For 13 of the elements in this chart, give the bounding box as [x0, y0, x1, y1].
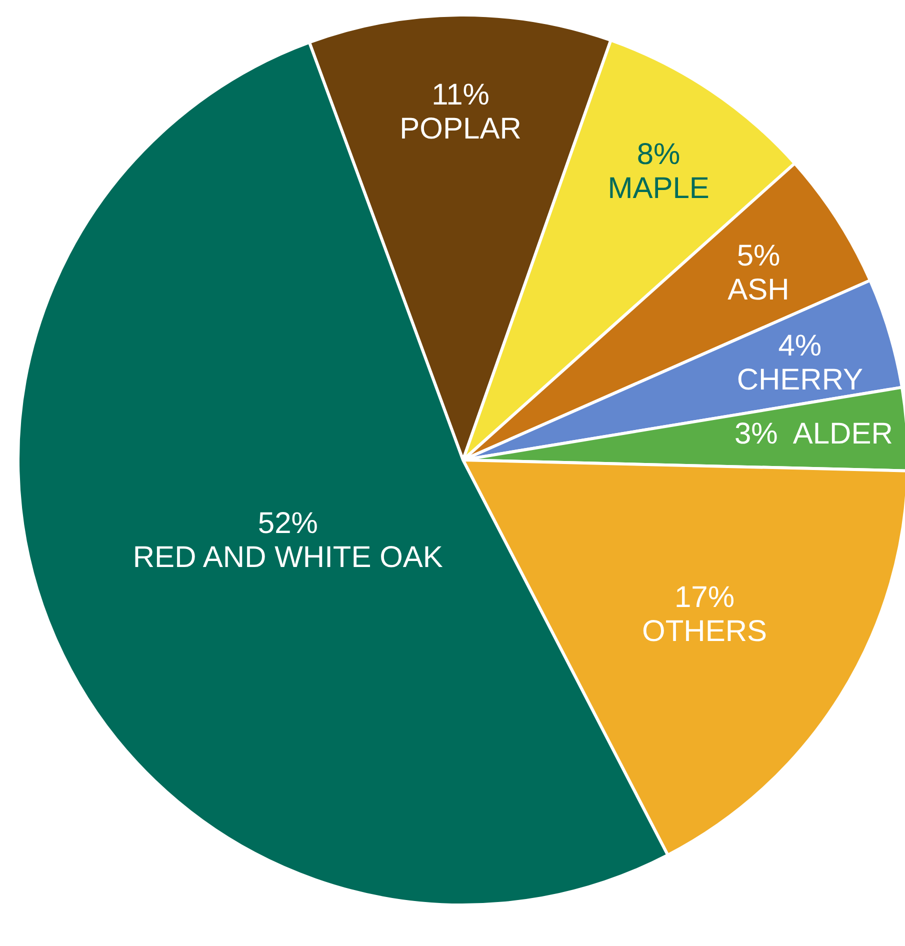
slice-label: POPLAR [400, 112, 522, 146]
slice-label: 3% ALDER [734, 417, 893, 450]
data-label: 17% [674, 580, 735, 614]
slice-label: MAPLE [608, 172, 710, 205]
slice-label: RED AND WHITE OAK [132, 541, 443, 574]
data-label: 4% [778, 330, 822, 363]
data-label: 8% [636, 138, 680, 171]
slice-label: ASH [728, 274, 790, 307]
slice-label: OTHERS [642, 614, 768, 648]
data-label: 11% [432, 78, 490, 112]
slice-label: CHERRY [736, 364, 863, 397]
data-label: 5% [736, 240, 780, 273]
data-label: 52% [258, 507, 318, 540]
